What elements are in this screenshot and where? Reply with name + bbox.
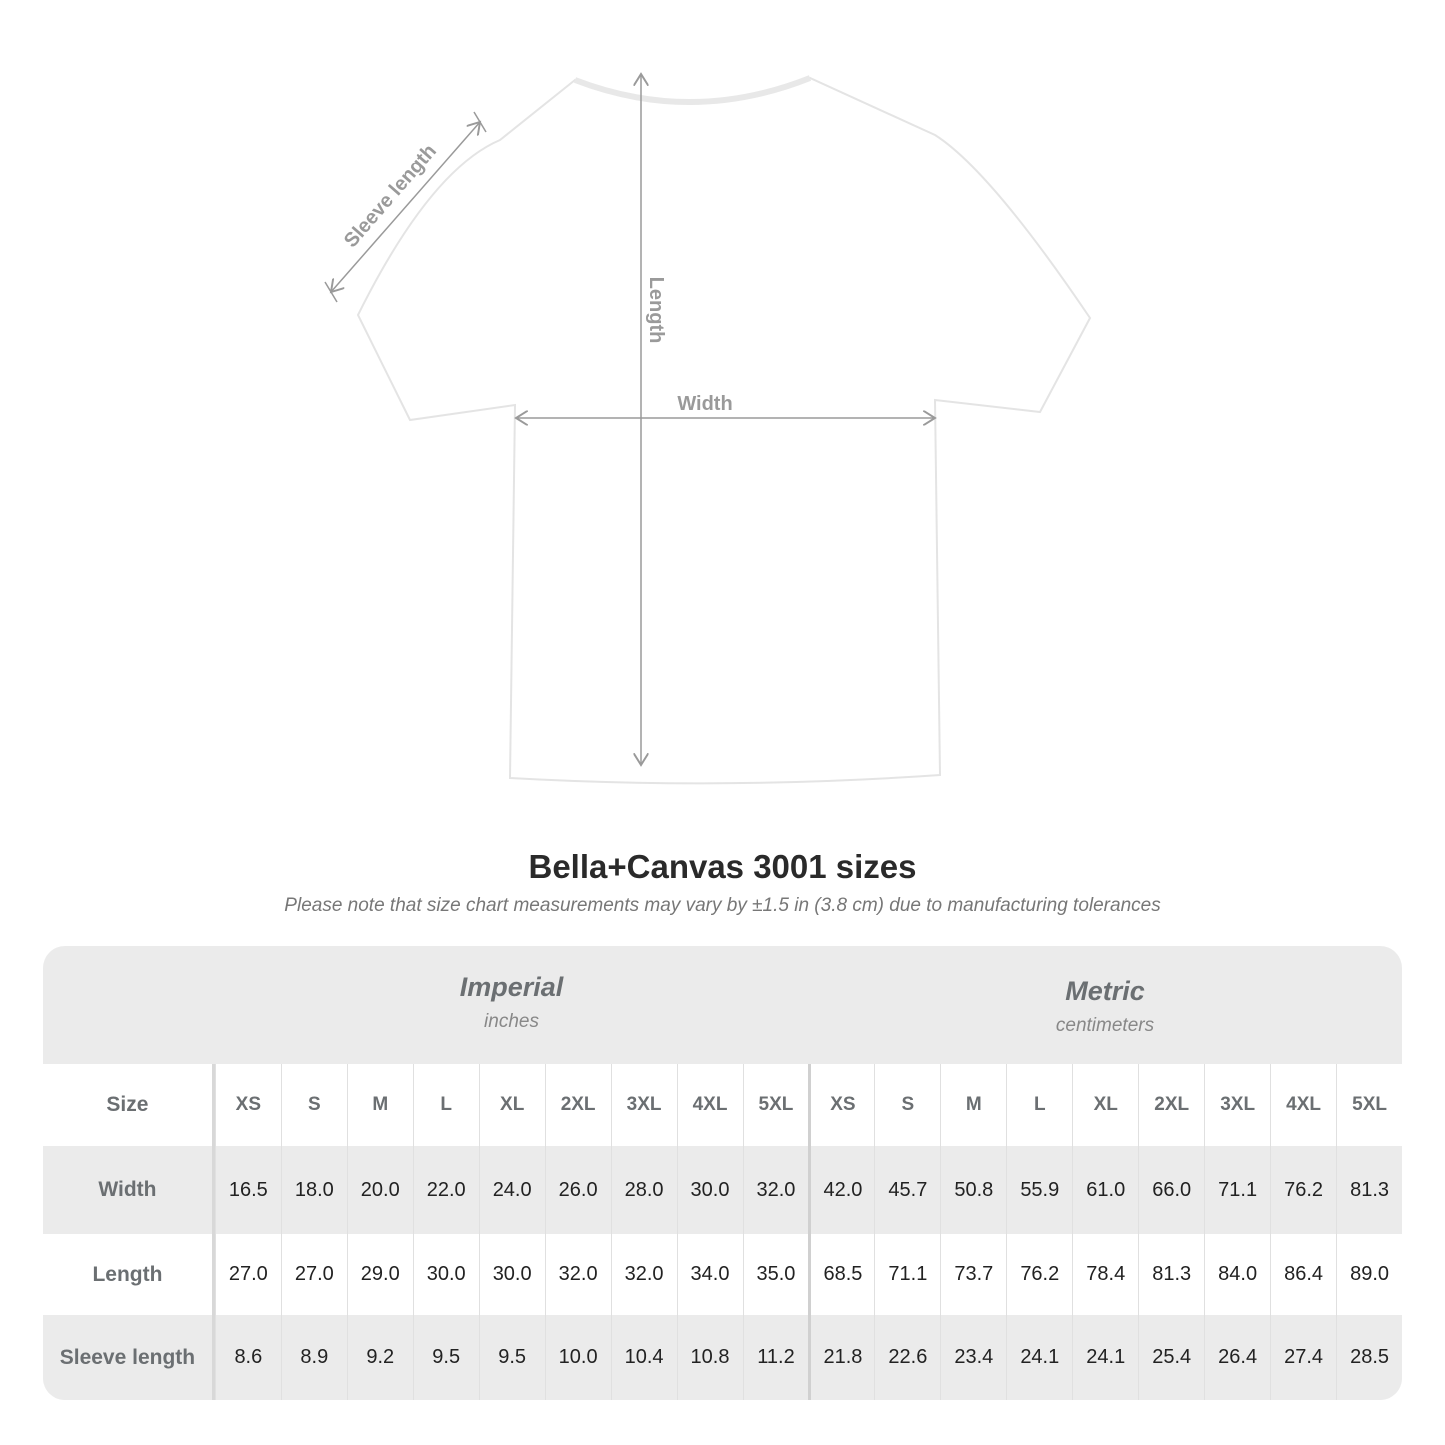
metric-value-cell: 27.4: [1270, 1315, 1336, 1400]
imperial-unit: inches: [484, 1011, 539, 1032]
metric-title: Metric: [1065, 976, 1145, 1006]
size-header-row: Size XS S M L XL 2XL 3XL 4XL 5XL XS S M L XL 2XL 3XL 4XL 5…: [43, 1064, 1402, 1146]
size-header-cell: 3XL: [610, 1064, 677, 1146]
metric-value-cell: 45.7: [874, 1146, 940, 1234]
metric-value-cell: 55.9: [1006, 1146, 1072, 1234]
metric-value-cell: 71.1: [874, 1234, 940, 1315]
chart-title: Bella+Canvas 3001 sizes: [528, 848, 917, 885]
metric-value-cell: 86.4: [1270, 1234, 1336, 1315]
table-row: Width 16.5 18.0 20.0 22.0 24.0 26.0 28.0 30.0 32.…: [43, 1146, 1402, 1234]
imperial-value-cell: 27.0: [214, 1234, 281, 1315]
size-header-cell: 5XL: [1336, 1064, 1402, 1146]
imperial-value-cell: 10.8: [676, 1315, 743, 1400]
size-header-cell: 2XL: [1138, 1064, 1204, 1146]
imperial-value-cell: 30.0: [676, 1146, 743, 1234]
metric-value-cell: 89.0: [1336, 1234, 1402, 1315]
imperial-value-cell: 29.0: [346, 1234, 413, 1315]
imperial-value-cell: 9.2: [346, 1315, 413, 1400]
metric-value-cell: 81.3: [1138, 1234, 1204, 1315]
size-header-cell: 2XL: [544, 1064, 611, 1146]
sleeve-measure-line: [331, 122, 480, 292]
metric-value-cell: 21.8: [808, 1315, 874, 1400]
metric-value-cell: 22.6: [874, 1315, 940, 1400]
imperial-value-cell: 30.0: [478, 1234, 545, 1315]
imperial-value-cell: 32.0: [610, 1234, 677, 1315]
imperial-value-cell: 16.5: [214, 1146, 281, 1234]
imperial-value-cell: 10.0: [544, 1315, 611, 1400]
metric-value-cell: 42.0: [808, 1146, 874, 1234]
size-header-cell: S: [280, 1064, 347, 1146]
width-label: Width: [677, 393, 732, 415]
imperial-value-cell: 9.5: [412, 1315, 479, 1400]
metric-value-cell: 25.4: [1138, 1315, 1204, 1400]
metric-unit: centimeters: [1055, 1015, 1155, 1036]
chart-subtitle: Please note that size chart measurements…: [284, 895, 1161, 916]
imperial-value-cell: 32.0: [544, 1234, 611, 1315]
metric-value-cell: 73.7: [940, 1234, 1006, 1315]
tshirt-diagram: Sleeve length Length Width: [324, 0, 1092, 785]
row-label: Length: [43, 1234, 215, 1315]
size-header-cell: XL: [478, 1064, 545, 1146]
size-header-cell: M: [346, 1064, 413, 1146]
size-header-cell: L: [412, 1064, 479, 1146]
metric-value-cell: 76.2: [1006, 1234, 1072, 1315]
metric-header: Metric centimeters: [808, 946, 1402, 1064]
size-header-cell: L: [1006, 1064, 1072, 1146]
size-table: Imperial inches Metric centimeters Size X…: [43, 946, 1402, 1400]
imperial-value-cell: 34.0: [676, 1234, 743, 1315]
imperial-value-cell: 35.0: [742, 1234, 809, 1315]
metric-value-cell: 81.3: [1336, 1146, 1402, 1234]
tshirt-shape: [356, 76, 1092, 785]
size-header-cell: 3XL: [1204, 1064, 1270, 1146]
size-header-cell: S: [874, 1064, 940, 1146]
metric-value-cell: 28.5: [1336, 1315, 1402, 1400]
imperial-header: Imperial inches: [215, 946, 808, 1064]
metric-value-cell: 84.0: [1204, 1234, 1270, 1315]
metric-value-cell: 76.2: [1270, 1146, 1336, 1234]
imperial-value-cell: 32.0: [742, 1146, 809, 1234]
imperial-value-cell: 9.5: [478, 1315, 545, 1400]
metric-value-cell: 24.1: [1072, 1315, 1138, 1400]
imperial-value-cell: 22.0: [412, 1146, 479, 1234]
imperial-value-cell: 8.6: [214, 1315, 281, 1400]
imperial-value-cell: 8.9: [280, 1315, 347, 1400]
table-row: Sleeve length 8.6 8.9 9.2 9.5 9.5 10.0 10.4 10.8…: [43, 1315, 1402, 1400]
row-label: Size: [43, 1064, 215, 1146]
length-label: Length: [645, 277, 667, 344]
row-label: Sleeve length: [43, 1315, 215, 1400]
metric-value-cell: 24.1: [1006, 1315, 1072, 1400]
metric-value-cell: 66.0: [1138, 1146, 1204, 1234]
tshirt-collar: [573, 75, 812, 105]
imperial-value-cell: 28.0: [610, 1146, 677, 1234]
imperial-value-cell: 24.0: [478, 1146, 545, 1234]
metric-value-cell: 68.5: [808, 1234, 874, 1315]
size-header-cell: XL: [1072, 1064, 1138, 1146]
metric-value-cell: 26.4: [1204, 1315, 1270, 1400]
size-header-cell: XS: [214, 1064, 281, 1146]
imperial-value-cell: 30.0: [412, 1234, 479, 1315]
size-header-cell: M: [940, 1064, 1006, 1146]
imperial-value-cell: 11.2: [742, 1315, 809, 1400]
imperial-value-cell: 27.0: [280, 1234, 347, 1315]
imperial-title: Imperial: [459, 972, 564, 1002]
metric-value-cell: 71.1: [1204, 1146, 1270, 1234]
size-header-cell: 5XL: [742, 1064, 809, 1146]
row-label: Width: [43, 1146, 215, 1234]
metric-value-cell: 61.0: [1072, 1146, 1138, 1234]
metric-value-cell: 78.4: [1072, 1234, 1138, 1315]
size-header-cell: 4XL: [676, 1064, 743, 1146]
metric-value-cell: 50.8: [940, 1146, 1006, 1234]
metric-value-cell: 23.4: [940, 1315, 1006, 1400]
imperial-value-cell: 20.0: [346, 1146, 413, 1234]
imperial-value-cell: 18.0: [280, 1146, 347, 1234]
imperial-value-cell: 26.0: [544, 1146, 611, 1234]
size-header-cell: 4XL: [1270, 1064, 1336, 1146]
table-row: Length 27.0 27.0 29.0 30.0 30.0 32.0 32.0 34.0 35…: [43, 1234, 1402, 1315]
imperial-value-cell: 10.4: [610, 1315, 677, 1400]
size-header-cell: XS: [808, 1064, 874, 1146]
